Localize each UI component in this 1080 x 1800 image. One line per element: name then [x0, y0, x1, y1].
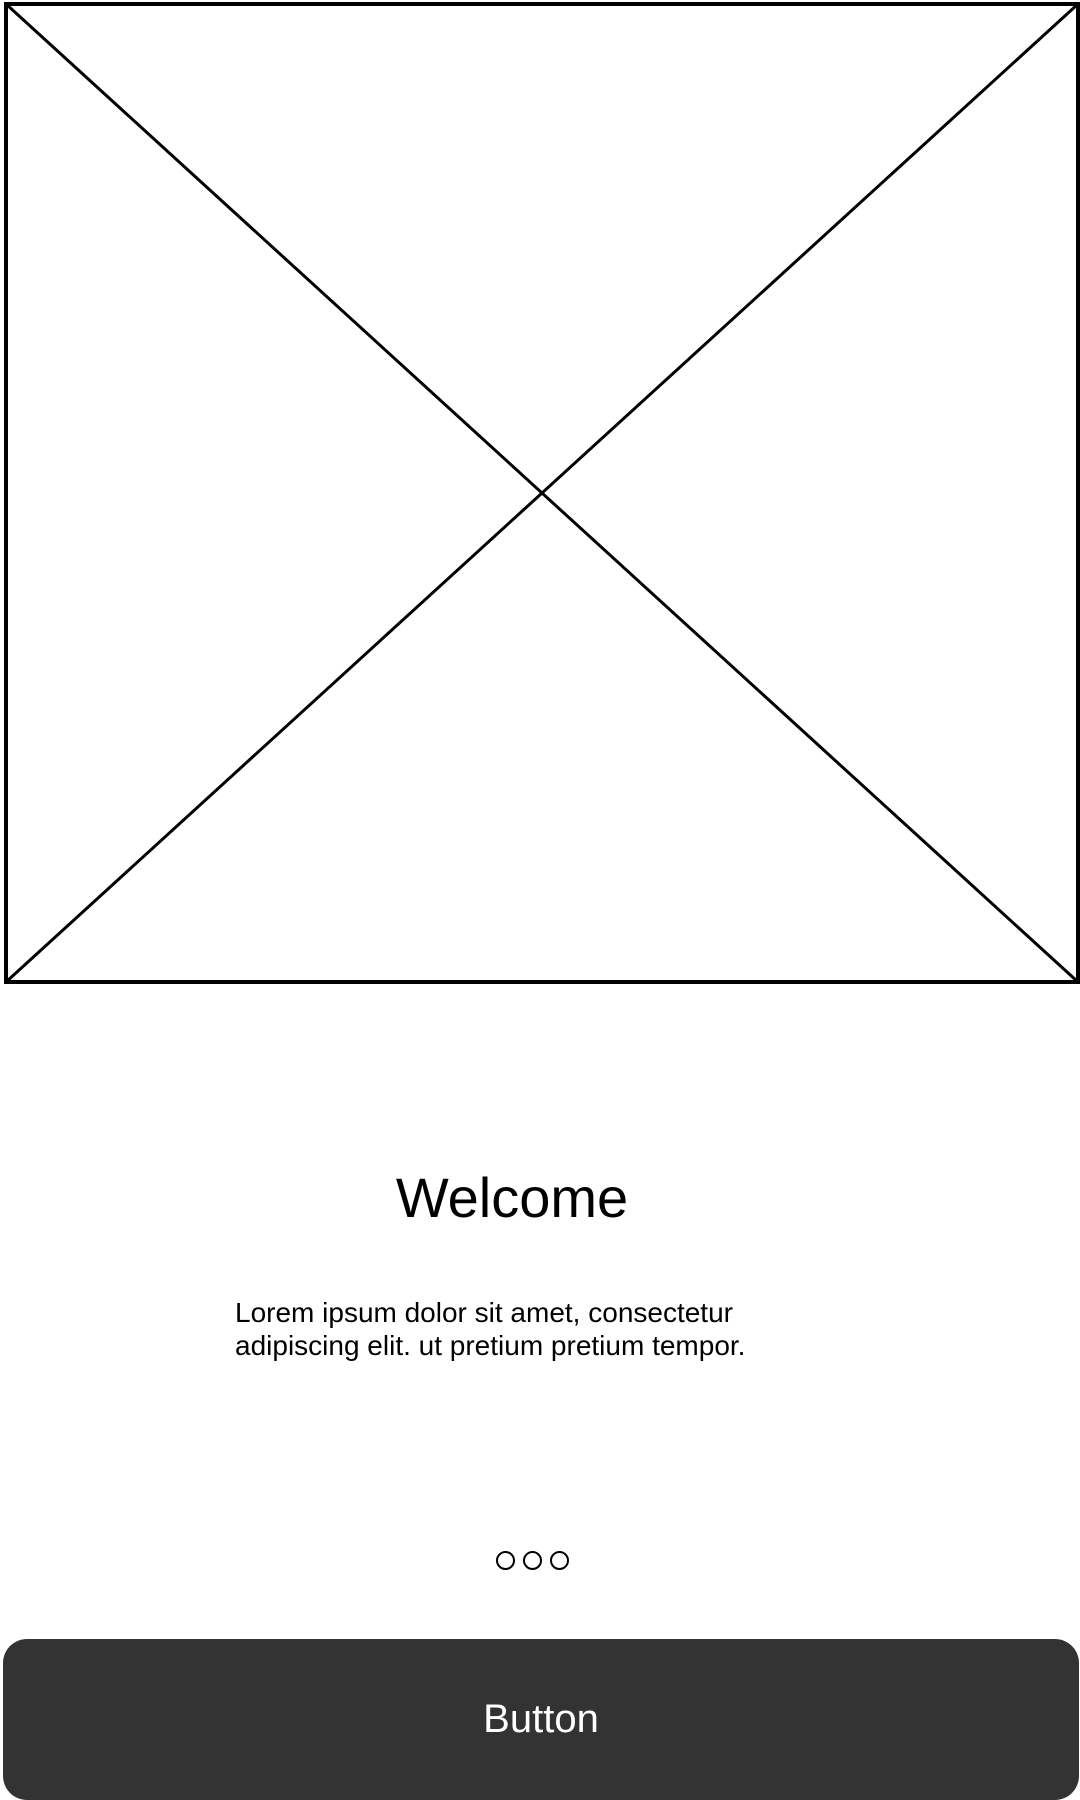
primary-button[interactable]: Button: [3, 1639, 1079, 1800]
image-placeholder: [4, 2, 1080, 984]
page-dot-2[interactable]: [523, 1551, 542, 1570]
image-placeholder-icon: [4, 2, 1080, 984]
page-indicator[interactable]: [496, 1551, 569, 1575]
page-title: Welcome: [395, 1166, 629, 1229]
intro-description: Lorem ipsum dolor sit amet, consectetur …: [235, 1297, 746, 1361]
page-dot-1[interactable]: [496, 1551, 515, 1570]
page-dot-3[interactable]: [550, 1551, 569, 1570]
